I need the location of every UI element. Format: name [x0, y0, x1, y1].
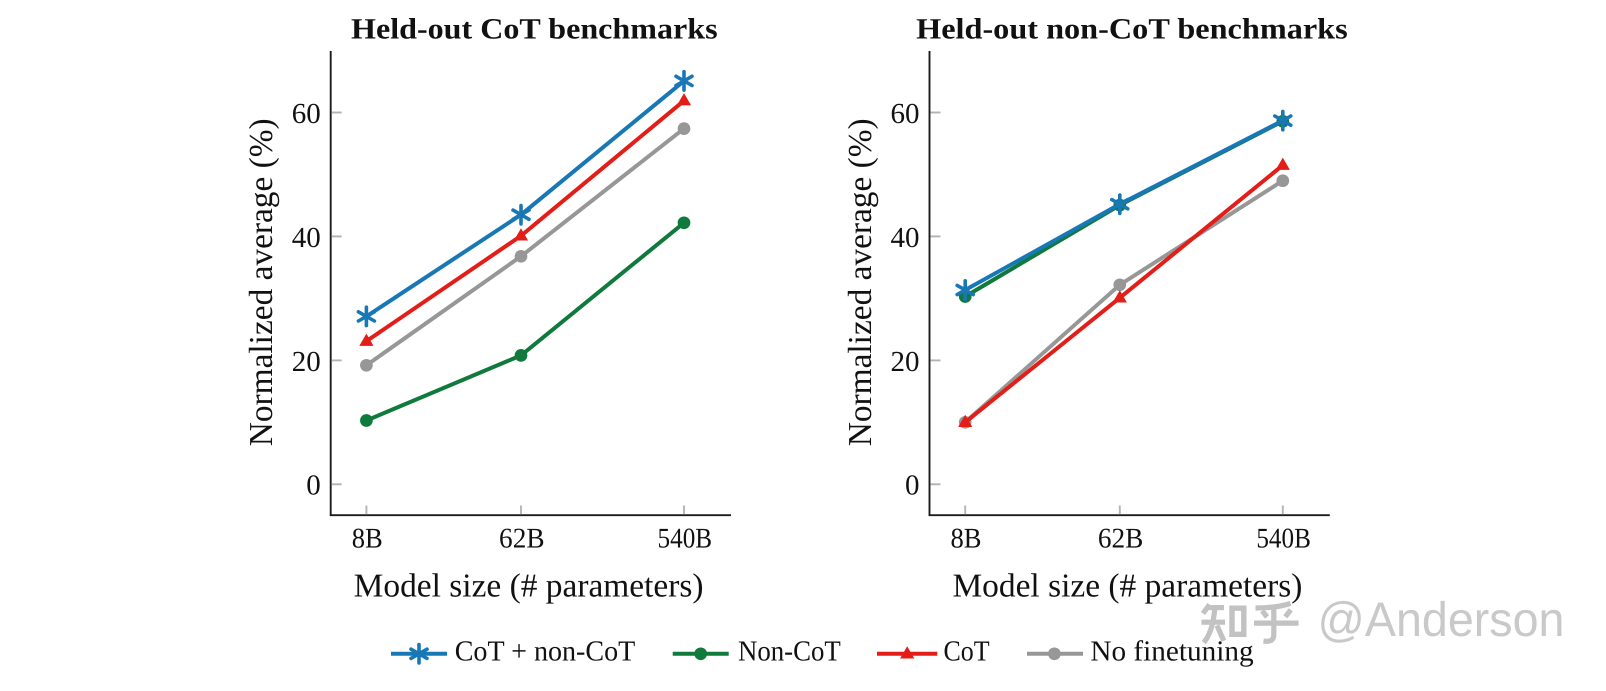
- svg-text:60: 60: [891, 98, 920, 130]
- svg-text:62B: 62B: [1098, 524, 1144, 555]
- svg-text:40: 40: [292, 222, 321, 254]
- svg-text:Non-CoT: Non-CoT: [738, 635, 841, 667]
- svg-text:No finetuning: No finetuning: [1090, 635, 1253, 667]
- svg-text:Held-out CoT benchmarks: Held-out CoT benchmarks: [351, 14, 718, 46]
- svg-text:CoT + non-CoT: CoT + non-CoT: [455, 635, 636, 667]
- svg-text:8B: 8B: [352, 524, 383, 555]
- svg-text:0: 0: [905, 470, 920, 502]
- svg-text:Model size (# parameters): Model size (# parameters): [354, 568, 704, 605]
- svg-text:540B: 540B: [1256, 524, 1311, 555]
- svg-text:0: 0: [306, 470, 321, 502]
- svg-text:40: 40: [891, 222, 920, 254]
- svg-text:60: 60: [292, 98, 321, 130]
- svg-text:8B: 8B: [951, 524, 982, 555]
- svg-text:@Anderson: @Anderson: [1318, 593, 1565, 647]
- svg-text:Model size (# parameters): Model size (# parameters): [952, 568, 1302, 605]
- svg-text:540B: 540B: [658, 524, 713, 555]
- svg-text:20: 20: [891, 346, 920, 378]
- svg-text:20: 20: [292, 346, 321, 378]
- svg-text:CoT: CoT: [944, 635, 990, 667]
- svg-text:Normalized average (%): Normalized average (%): [243, 118, 280, 446]
- svg-text:62B: 62B: [499, 524, 545, 555]
- svg-text:Normalized average (%): Normalized average (%): [842, 118, 879, 446]
- svg-text:Held-out non-CoT benchmarks: Held-out non-CoT benchmarks: [916, 14, 1348, 46]
